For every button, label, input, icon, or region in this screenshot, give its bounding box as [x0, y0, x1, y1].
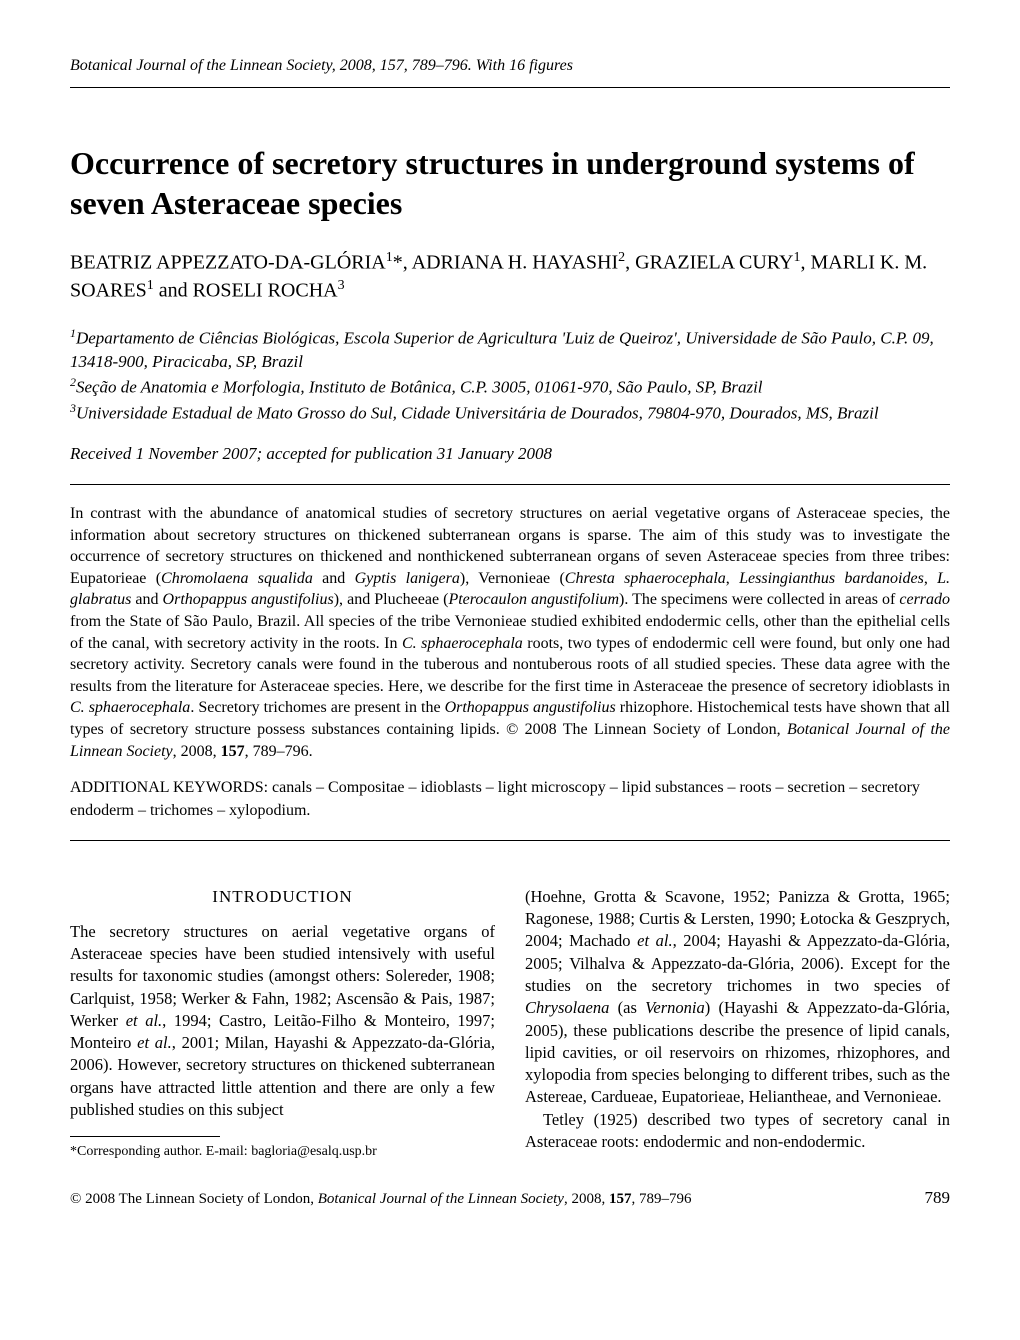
journal-header: Botanical Journal of the Linnean Society…: [70, 55, 950, 77]
additional-keywords: ADDITIONAL KEYWORDS: canals – Compositae…: [70, 777, 950, 822]
footnote-separator: [70, 1136, 220, 1137]
authors-line: BEATRIZ APPEZZATO-DA-GLÓRIA1*, ADRIANA H…: [70, 248, 950, 305]
footer-copyright: © 2008 The Linnean Society of London, Bo…: [70, 1189, 691, 1209]
affiliations-block: 1Departamento de Ciências Biológicas, Es…: [70, 325, 950, 425]
section-heading-introduction: INTRODUCTION: [70, 886, 495, 909]
column-left: INTRODUCTION The secretory structures on…: [70, 886, 495, 1162]
received-dates: Received 1 November 2007; accepted for p…: [70, 443, 950, 466]
body-columns: INTRODUCTION The secretory structures on…: [70, 886, 950, 1162]
article-title: Occurrence of secretory structures in un…: [70, 143, 950, 223]
intro-para-1: The secretory structures on aerial veget…: [70, 921, 495, 1121]
corresponding-author-footnote: *Corresponding author. E-mail: bagloria@…: [70, 1143, 495, 1162]
header-rule: [70, 87, 950, 88]
intro-para-continuation: (Hoehne, Grotta & Scavone, 1952; Panizza…: [525, 886, 950, 1109]
page-footer: © 2008 The Linnean Society of London, Bo…: [70, 1187, 950, 1210]
abstract-bottom-rule: [70, 840, 950, 841]
column-right: (Hoehne, Grotta & Scavone, 1952; Panizza…: [525, 886, 950, 1162]
abstract-text: In contrast with the abundance of anatom…: [70, 503, 950, 762]
abstract-top-rule: [70, 484, 950, 485]
page-number: 789: [925, 1187, 951, 1210]
intro-para-2: Tetley (1925) described two types of sec…: [525, 1109, 950, 1154]
